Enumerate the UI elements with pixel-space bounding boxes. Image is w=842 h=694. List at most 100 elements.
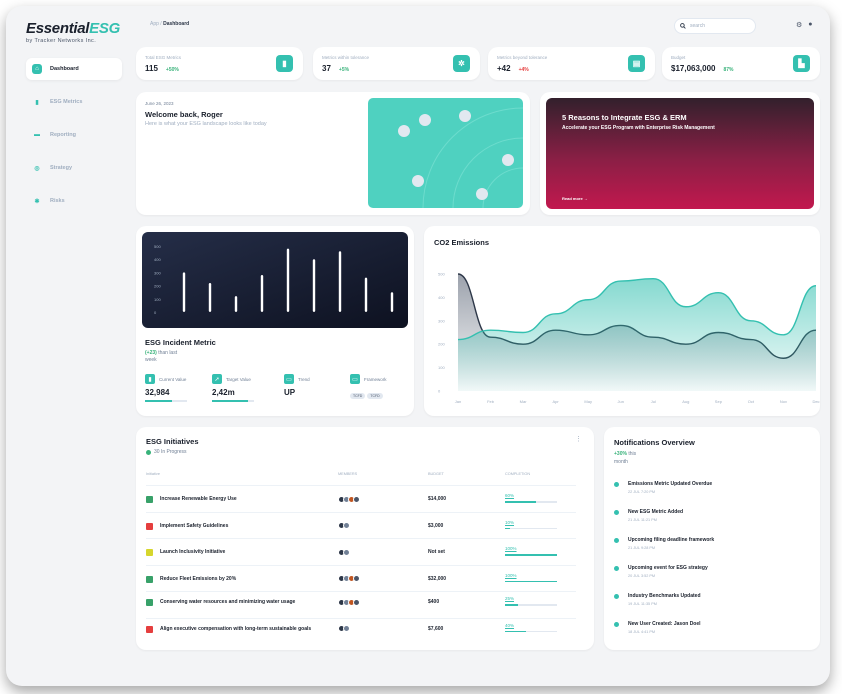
initiative-name: Conserving water resources and minimizin… [160, 599, 296, 605]
member-avatars[interactable] [338, 548, 350, 556]
avatar [343, 548, 350, 556]
bar [182, 272, 186, 312]
incident-metric: ▭ Trend UP [284, 374, 310, 397]
initiatives-card: ESG Initiatives 30 In Progress ⋮ Initiat… [136, 427, 594, 650]
initiative-budget: $32,000 [428, 575, 447, 582]
y-tick-label: 100 [154, 297, 161, 302]
status-color-icon [146, 496, 153, 503]
initiative-budget: $14,000 [428, 496, 447, 502]
table-row[interactable]: Align executive compensation with long-t… [146, 617, 576, 644]
initiative-name: Implement Safety Guidelines [160, 522, 229, 529]
member-avatars[interactable] [338, 625, 350, 632]
search-placeholder: search [690, 23, 706, 29]
welcome-subtitle: Here is what your ESG landscape looks li… [145, 121, 267, 127]
read-more-link[interactable]: Read more → [562, 196, 588, 201]
incident-metric: ▭ Framework TCFD TCFD [350, 374, 387, 402]
sidebar-item-label: ESG Metrics [50, 99, 83, 105]
sidebar-item-strategy[interactable]: ◎ Strategy [26, 157, 122, 179]
completion-bar [505, 501, 557, 503]
x-tick-label: Jan [455, 399, 461, 404]
notifications-card: Notifications Overview +30% this month Em… [604, 427, 820, 650]
notification-dot-icon [614, 566, 619, 571]
sidebar-item-label: Strategy [50, 165, 73, 171]
notification-dot-icon [614, 538, 619, 543]
notification-date: 21 JUL 11:21 PM [628, 518, 657, 522]
bell-icon[interactable]: ● [808, 21, 813, 28]
bar-chart-icon: ▮ [35, 99, 39, 106]
metric-icon: ▮ [145, 374, 155, 384]
breadcrumb-root[interactable]: App [150, 21, 159, 27]
initiative-budget: $3,000 [428, 522, 444, 529]
y-tick-label: 300 [154, 270, 161, 275]
table-row[interactable]: Conserving water resources and minimizin… [146, 591, 576, 617]
notification-dot-icon [614, 510, 619, 515]
x-tick-label: Jul [651, 399, 656, 404]
notification-date: 22 JUL 7:20 PM [628, 490, 656, 494]
stat-value: +42 +4% [497, 64, 529, 73]
bar [286, 248, 290, 312]
metric-progress [145, 400, 187, 402]
notification-dot-icon [614, 482, 619, 487]
metric-icon: ➚ [212, 374, 222, 384]
completion-percent: 25% [505, 596, 515, 601]
table-row[interactable]: Implement Safety Guidelines $3,000 10% [146, 511, 576, 538]
sidebar-item-label: Risks [50, 198, 65, 204]
metric-label: Trend [298, 376, 310, 382]
logo[interactable]: EssentialESG by Tracker Networks Inc. [26, 20, 126, 44]
breadcrumb: App / Dashboard [150, 21, 190, 27]
metric-label: Current Value [159, 376, 187, 382]
report-icon: ▬ [34, 132, 40, 138]
table-row[interactable]: Launch Inclusivity Initiative Not set 100% [146, 538, 576, 564]
document-icon: ▤ [628, 55, 645, 72]
sidebar-item-reporting[interactable]: ▬ Reporting [26, 124, 122, 146]
x-tick-label: Mar [520, 399, 528, 404]
bar [390, 292, 394, 312]
stat-card: Total ESG Metrics 115 +50% ▮ [136, 47, 303, 80]
welcome-illustration [368, 98, 523, 208]
x-tick-label: Feb [487, 399, 495, 404]
notifications-title: Notifications Overview [614, 438, 695, 447]
x-tick-label: Dec [812, 399, 819, 404]
table-row[interactable]: Increase Renewable Energy Use $14,000 60% [146, 485, 576, 511]
notification-date: 20 JUL 3:52 PM [628, 574, 656, 578]
y-tick-label: 0 [154, 310, 157, 315]
framework-tag: TCFD [350, 393, 366, 399]
table-row[interactable]: Reduce Fleet Emissions by 20% $32,000 100% [146, 564, 576, 591]
member-avatars[interactable] [338, 522, 350, 529]
series-area [458, 278, 816, 391]
y-tick-label: 100 [438, 365, 445, 370]
sidebar-item-dashboard[interactable]: ⌂ Dashboard [26, 58, 122, 80]
completion-bar [505, 527, 557, 529]
notification-title: New ESG Metric Added [628, 509, 684, 515]
sidebar-item-risks[interactable]: ✱ Risks [26, 190, 122, 212]
sidebar: ⌂ Dashboard ▮ ESG Metrics ▬ Reporting ◎ Strateg… [26, 58, 122, 223]
avatar [353, 575, 360, 582]
column-header: BUDGET [428, 472, 444, 476]
co2-card: CO2 Emissions 0 100 200 300 400 500 Jan Feb Mar A… [424, 226, 820, 416]
member-avatars[interactable] [338, 598, 360, 606]
search-icon [680, 23, 686, 29]
framework-tag: TCFD [367, 393, 383, 399]
stat-change: +4% [518, 67, 529, 73]
member-avatars[interactable] [338, 575, 360, 582]
y-tick-label: 400 [438, 295, 445, 300]
incident-title: ESG Incident Metric [145, 338, 216, 347]
x-tick-label: Apr [553, 399, 560, 404]
search-input[interactable]: search [674, 18, 756, 34]
bar [260, 275, 264, 312]
notification-dot-icon [614, 594, 619, 599]
gear-icon[interactable]: ⚙ [796, 22, 803, 29]
initiative-name: Align executive compensation with long-t… [160, 625, 312, 632]
promo-card[interactable]: 5 Reasons to Integrate ESG & ERM Acceler… [540, 92, 820, 215]
sidebar-item-esg-metrics[interactable]: ▮ ESG Metrics [26, 91, 122, 113]
notification-title: New User Created: Jason Doel [628, 621, 701, 627]
y-tick-label: 200 [154, 284, 161, 289]
incident-card: 500 400 300 200 100 0 ESG Incident Metric (+2… [136, 226, 414, 416]
home-icon: ⌂ [32, 64, 42, 74]
more-options-icon[interactable]: ⋮ [575, 436, 582, 443]
metric-value: 2,42m [212, 388, 235, 397]
member-avatars[interactable] [338, 495, 360, 503]
metric-icon: ▭ [284, 374, 294, 384]
gear-icon: ✲ [453, 55, 470, 72]
avatar [353, 598, 360, 606]
